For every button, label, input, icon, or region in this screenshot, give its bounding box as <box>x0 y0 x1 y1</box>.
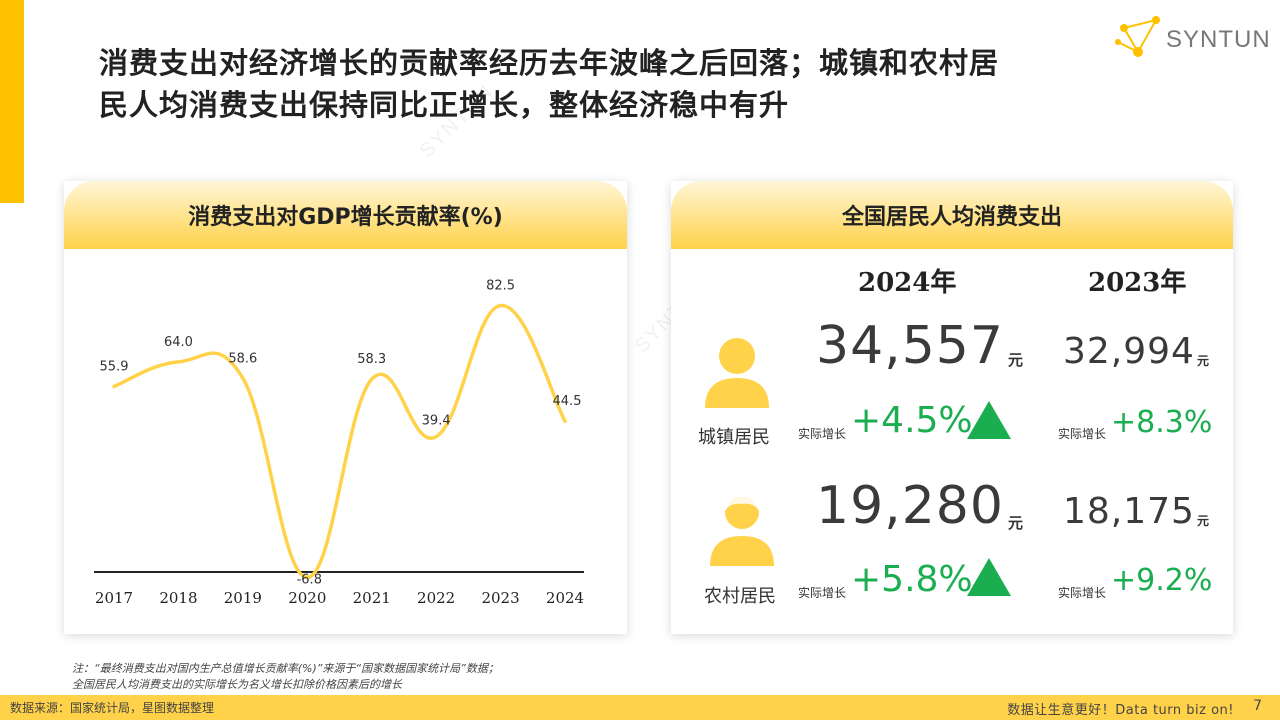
x-tick-label: 2021 <box>353 589 391 607</box>
per-capita-consumption-card-title: 全国居民人均消费支出 <box>841 205 1062 230</box>
page-number: 7 <box>1253 698 1262 714</box>
data-label: 58.6 <box>228 351 257 366</box>
rural-growth-label-2023: 实际增长 <box>1058 586 1107 600</box>
x-tick-label: 2020 <box>288 589 326 607</box>
rural-unit-2024: 元 <box>1008 514 1024 532</box>
accent-side-bar <box>0 0 24 203</box>
urban-growth-label-2023: 实际增长 <box>1058 427 1107 441</box>
footer-slogan: 数据让生意更好！Data turn biz on! <box>1007 703 1234 718</box>
data-label: 64.0 <box>164 335 193 350</box>
urban-growth-2024: +4.5% <box>851 400 973 441</box>
x-tick-label: 2018 <box>159 589 197 607</box>
x-tick-label: 2017 <box>95 589 133 607</box>
rural-unit-2023: 元 <box>1197 514 1210 528</box>
x-tick-label: 2022 <box>417 589 455 607</box>
footer-source: 数据来源：国家统计局，星图数据整理 <box>10 701 215 715</box>
up-triangle-icon <box>967 401 1011 439</box>
data-label: 55.9 <box>100 360 129 375</box>
urban-growth-label-2024: 实际增长 <box>798 427 847 441</box>
footnote: 注：“最终消费支出对国内生产总值增长贡献率(%)”来源于“国家数据国家统计局”数… <box>72 661 499 693</box>
rural-growth-2024: +5.8% <box>851 559 973 600</box>
gdp-contribution-card: 消费支出对GDP增长贡献率(%) 55.9 64.0 58.6 -6.8 58.3 39.… <box>64 181 627 634</box>
urban-growth-2023: +8.3% <box>1111 405 1213 440</box>
gdp-contribution-card-title: 消费支出对GDP增长贡献率(%) <box>188 205 503 230</box>
urban-unit-2023: 元 <box>1197 354 1210 368</box>
per-capita-consumption-card-header: 全国居民人均消费支出 <box>671 181 1233 249</box>
syntun-logo-icon <box>1115 16 1160 57</box>
logo-text: SYNTUN <box>1166 26 1271 53</box>
footer-bar: 数据来源：国家统计局，星图数据整理 数据让生意更好！Data turn biz … <box>0 695 1280 720</box>
page-title-line-2: 民人均消费支出保持同比正增长，整体经济稳中有升 <box>99 88 790 122</box>
gdp-contribution-card-header: 消费支出对GDP增长贡献率(%) <box>64 181 627 249</box>
urban-resident-label: 城镇居民 <box>698 427 770 448</box>
column-header-2023: 2023年 <box>1088 268 1187 298</box>
urban-value-2024: 34,557 <box>816 316 1004 376</box>
rural-value-2023: 18,175 <box>1063 491 1195 532</box>
page-title-line-1: 消费支出对经济增长的贡献率经历去年波峰之后回落；城镇和农村居 <box>99 46 1000 80</box>
urban-value-2023: 32,994 <box>1063 331 1195 372</box>
page-title: 消费支出对经济增长的贡献率经历去年波峰之后回落；城镇和农村居 民人均消费支出保持… <box>99 42 1099 126</box>
urban-resident-icon <box>705 338 769 408</box>
data-label: 58.3 <box>357 352 386 367</box>
rural-value-2024: 19,280 <box>816 476 1004 536</box>
rural-growth-2023: +9.2% <box>1111 563 1213 598</box>
rural-growth-label-2024: 实际增长 <box>798 586 847 600</box>
urban-unit-2024: 元 <box>1008 351 1024 369</box>
data-label: 82.5 <box>486 279 515 294</box>
series-line <box>112 303 567 580</box>
rural-resident-icon <box>710 494 774 566</box>
footnote-line-1: 注：“最终消费支出对国内生产总值增长贡献率(%)”来源于“国家数据国家统计局”数… <box>72 662 499 675</box>
footnote-line-2: 全国居民人均消费支出的实际增长为名义增长扣除价格因素后的增长 <box>72 678 402 691</box>
data-label: -6.8 <box>297 572 322 587</box>
rural-resident-label: 农村居民 <box>704 586 776 607</box>
syntun-logo: SYNTUN <box>1110 12 1270 64</box>
data-label: 44.5 <box>553 394 582 409</box>
data-label: 39.4 <box>422 414 451 429</box>
x-tick-label: 2019 <box>224 589 262 607</box>
x-tick-label: 2023 <box>481 589 519 607</box>
x-tick-label: 2024 <box>546 589 584 607</box>
column-header-2024: 2024年 <box>858 268 957 298</box>
up-triangle-icon <box>967 558 1011 596</box>
gdp-contribution-line-chart: 55.9 64.0 58.6 -6.8 58.3 39.4 82.5 44.5 2017 2018… <box>94 279 584 607</box>
